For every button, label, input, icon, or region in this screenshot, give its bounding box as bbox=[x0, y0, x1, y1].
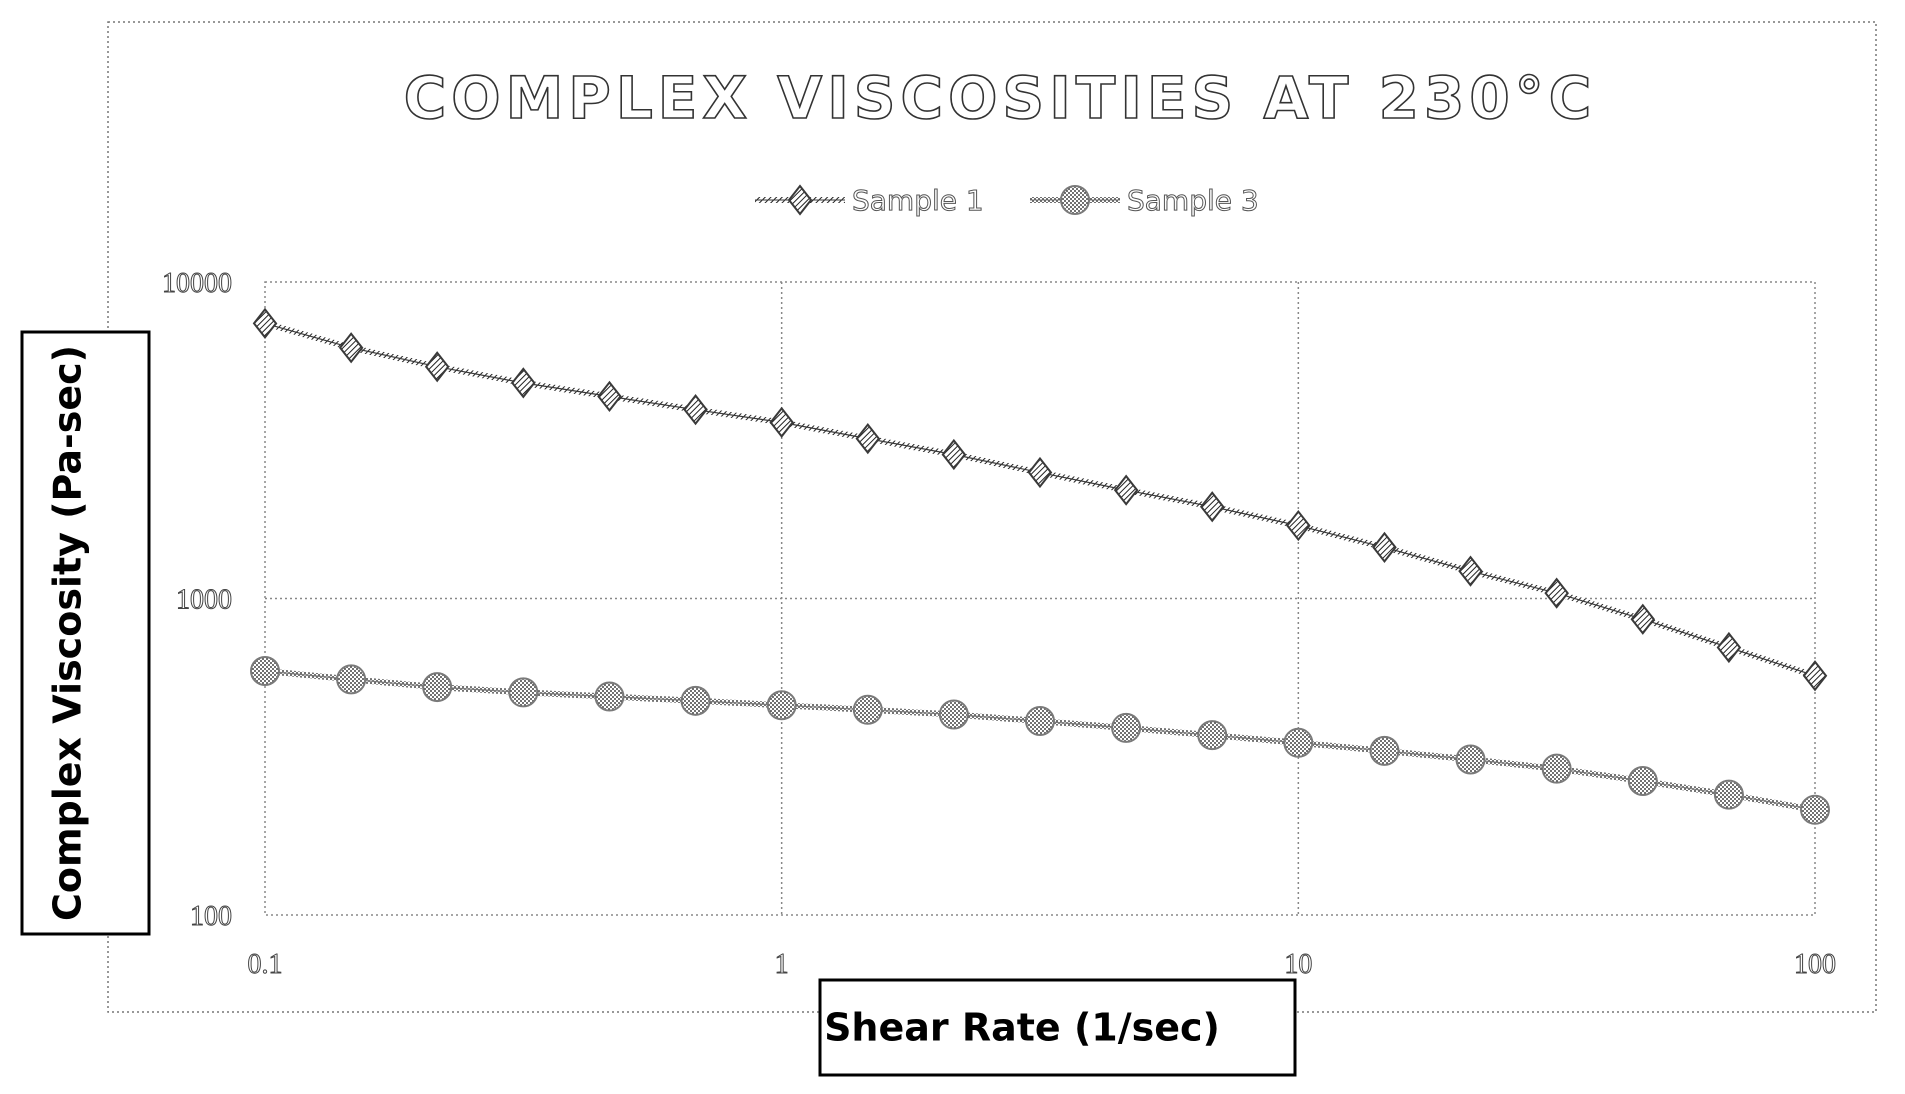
tick-labels: 0.1 1 10 100 10000 1000 100 bbox=[162, 268, 1837, 981]
data-point-diamond bbox=[511, 367, 536, 399]
x-axis-label-box bbox=[818, 978, 1297, 1077]
x-axis-label-group: Shear Rate (1/sec) bbox=[818, 978, 1297, 1077]
data-point-diamond bbox=[1630, 603, 1656, 635]
data-point-diamond bbox=[1027, 456, 1053, 489]
data-point-diamond bbox=[683, 394, 708, 426]
plot-frame bbox=[264, 281, 1816, 916]
data-point-circle bbox=[1060, 185, 1090, 215]
data-point-diamond bbox=[769, 406, 794, 439]
data-point-diamond bbox=[1113, 474, 1139, 506]
data-point-circle bbox=[250, 656, 280, 687]
x-tick-label: 100 bbox=[1794, 949, 1836, 980]
x-axis-label: Shear Rate (1/sec) bbox=[824, 1006, 1220, 1050]
legend-label: Sample 3 bbox=[1127, 184, 1259, 217]
chart-area-frame bbox=[107, 21, 1877, 1013]
data-point-circle bbox=[1369, 735, 1400, 766]
data-point-diamond bbox=[787, 184, 813, 216]
data-point-circle bbox=[766, 690, 797, 721]
data-point-diamond bbox=[424, 351, 450, 383]
legend-entry: Sample 3 bbox=[1030, 184, 1259, 218]
data-point-diamond bbox=[338, 332, 364, 364]
series-2 bbox=[250, 656, 1830, 825]
data-point-diamond bbox=[252, 307, 278, 340]
data-point-circle bbox=[1800, 794, 1830, 825]
legend-entry: Sample 1 bbox=[755, 184, 984, 218]
y-axis-label-box bbox=[20, 330, 151, 936]
data-point-circle bbox=[1024, 706, 1055, 737]
y-axis-label: Complex Viscosity (Pa-sec) bbox=[46, 345, 90, 921]
data-point-circle bbox=[508, 677, 539, 708]
chart-title: COMPLEX VISCOSITIES AT 230°C bbox=[404, 64, 1597, 132]
legend: Sample 1 Sample 3 bbox=[755, 184, 1259, 218]
data-point-diamond bbox=[1372, 531, 1397, 564]
x-tick-label: 0.1 bbox=[248, 949, 283, 980]
data-point-diamond bbox=[941, 438, 967, 471]
data-point-diamond bbox=[1802, 660, 1828, 692]
data-point-circle bbox=[938, 699, 969, 730]
y-axis-label-group: Complex Viscosity (Pa-sec) bbox=[20, 330, 151, 936]
y-tick-label: 1000 bbox=[176, 585, 232, 616]
data-point-circle bbox=[1197, 720, 1228, 751]
data-point-diamond bbox=[1286, 509, 1311, 542]
data-point-circle bbox=[1627, 766, 1658, 797]
data-point-circle bbox=[1713, 779, 1744, 810]
data-point-diamond bbox=[855, 423, 881, 455]
data-point-circle bbox=[336, 664, 367, 695]
series-line bbox=[264, 320, 1816, 679]
x-tick-label: 10 bbox=[1284, 949, 1312, 980]
data-point-circle bbox=[680, 685, 711, 716]
data-point-diamond bbox=[1716, 631, 1742, 664]
data-point-diamond bbox=[1544, 577, 1569, 609]
plot-area bbox=[250, 281, 1830, 916]
series-line bbox=[264, 668, 1816, 813]
data-point-circle bbox=[1455, 744, 1486, 775]
data-point-circle bbox=[1541, 753, 1572, 784]
legend-label: Sample 1 bbox=[852, 184, 984, 217]
y-tick-label: 10000 bbox=[162, 268, 232, 299]
data-point-circle bbox=[1111, 712, 1142, 743]
data-point-circle bbox=[1283, 727, 1314, 758]
data-point-circle bbox=[594, 681, 625, 712]
series-layer bbox=[250, 307, 1830, 825]
y-tick-label: 100 bbox=[190, 901, 232, 932]
x-tick-label: 1 bbox=[775, 949, 789, 980]
series-1 bbox=[252, 307, 1828, 692]
data-point-diamond bbox=[1199, 491, 1225, 523]
data-point-diamond bbox=[1458, 555, 1483, 587]
data-point-diamond bbox=[597, 380, 622, 413]
data-point-circle bbox=[422, 672, 453, 703]
data-point-circle bbox=[852, 694, 883, 725]
